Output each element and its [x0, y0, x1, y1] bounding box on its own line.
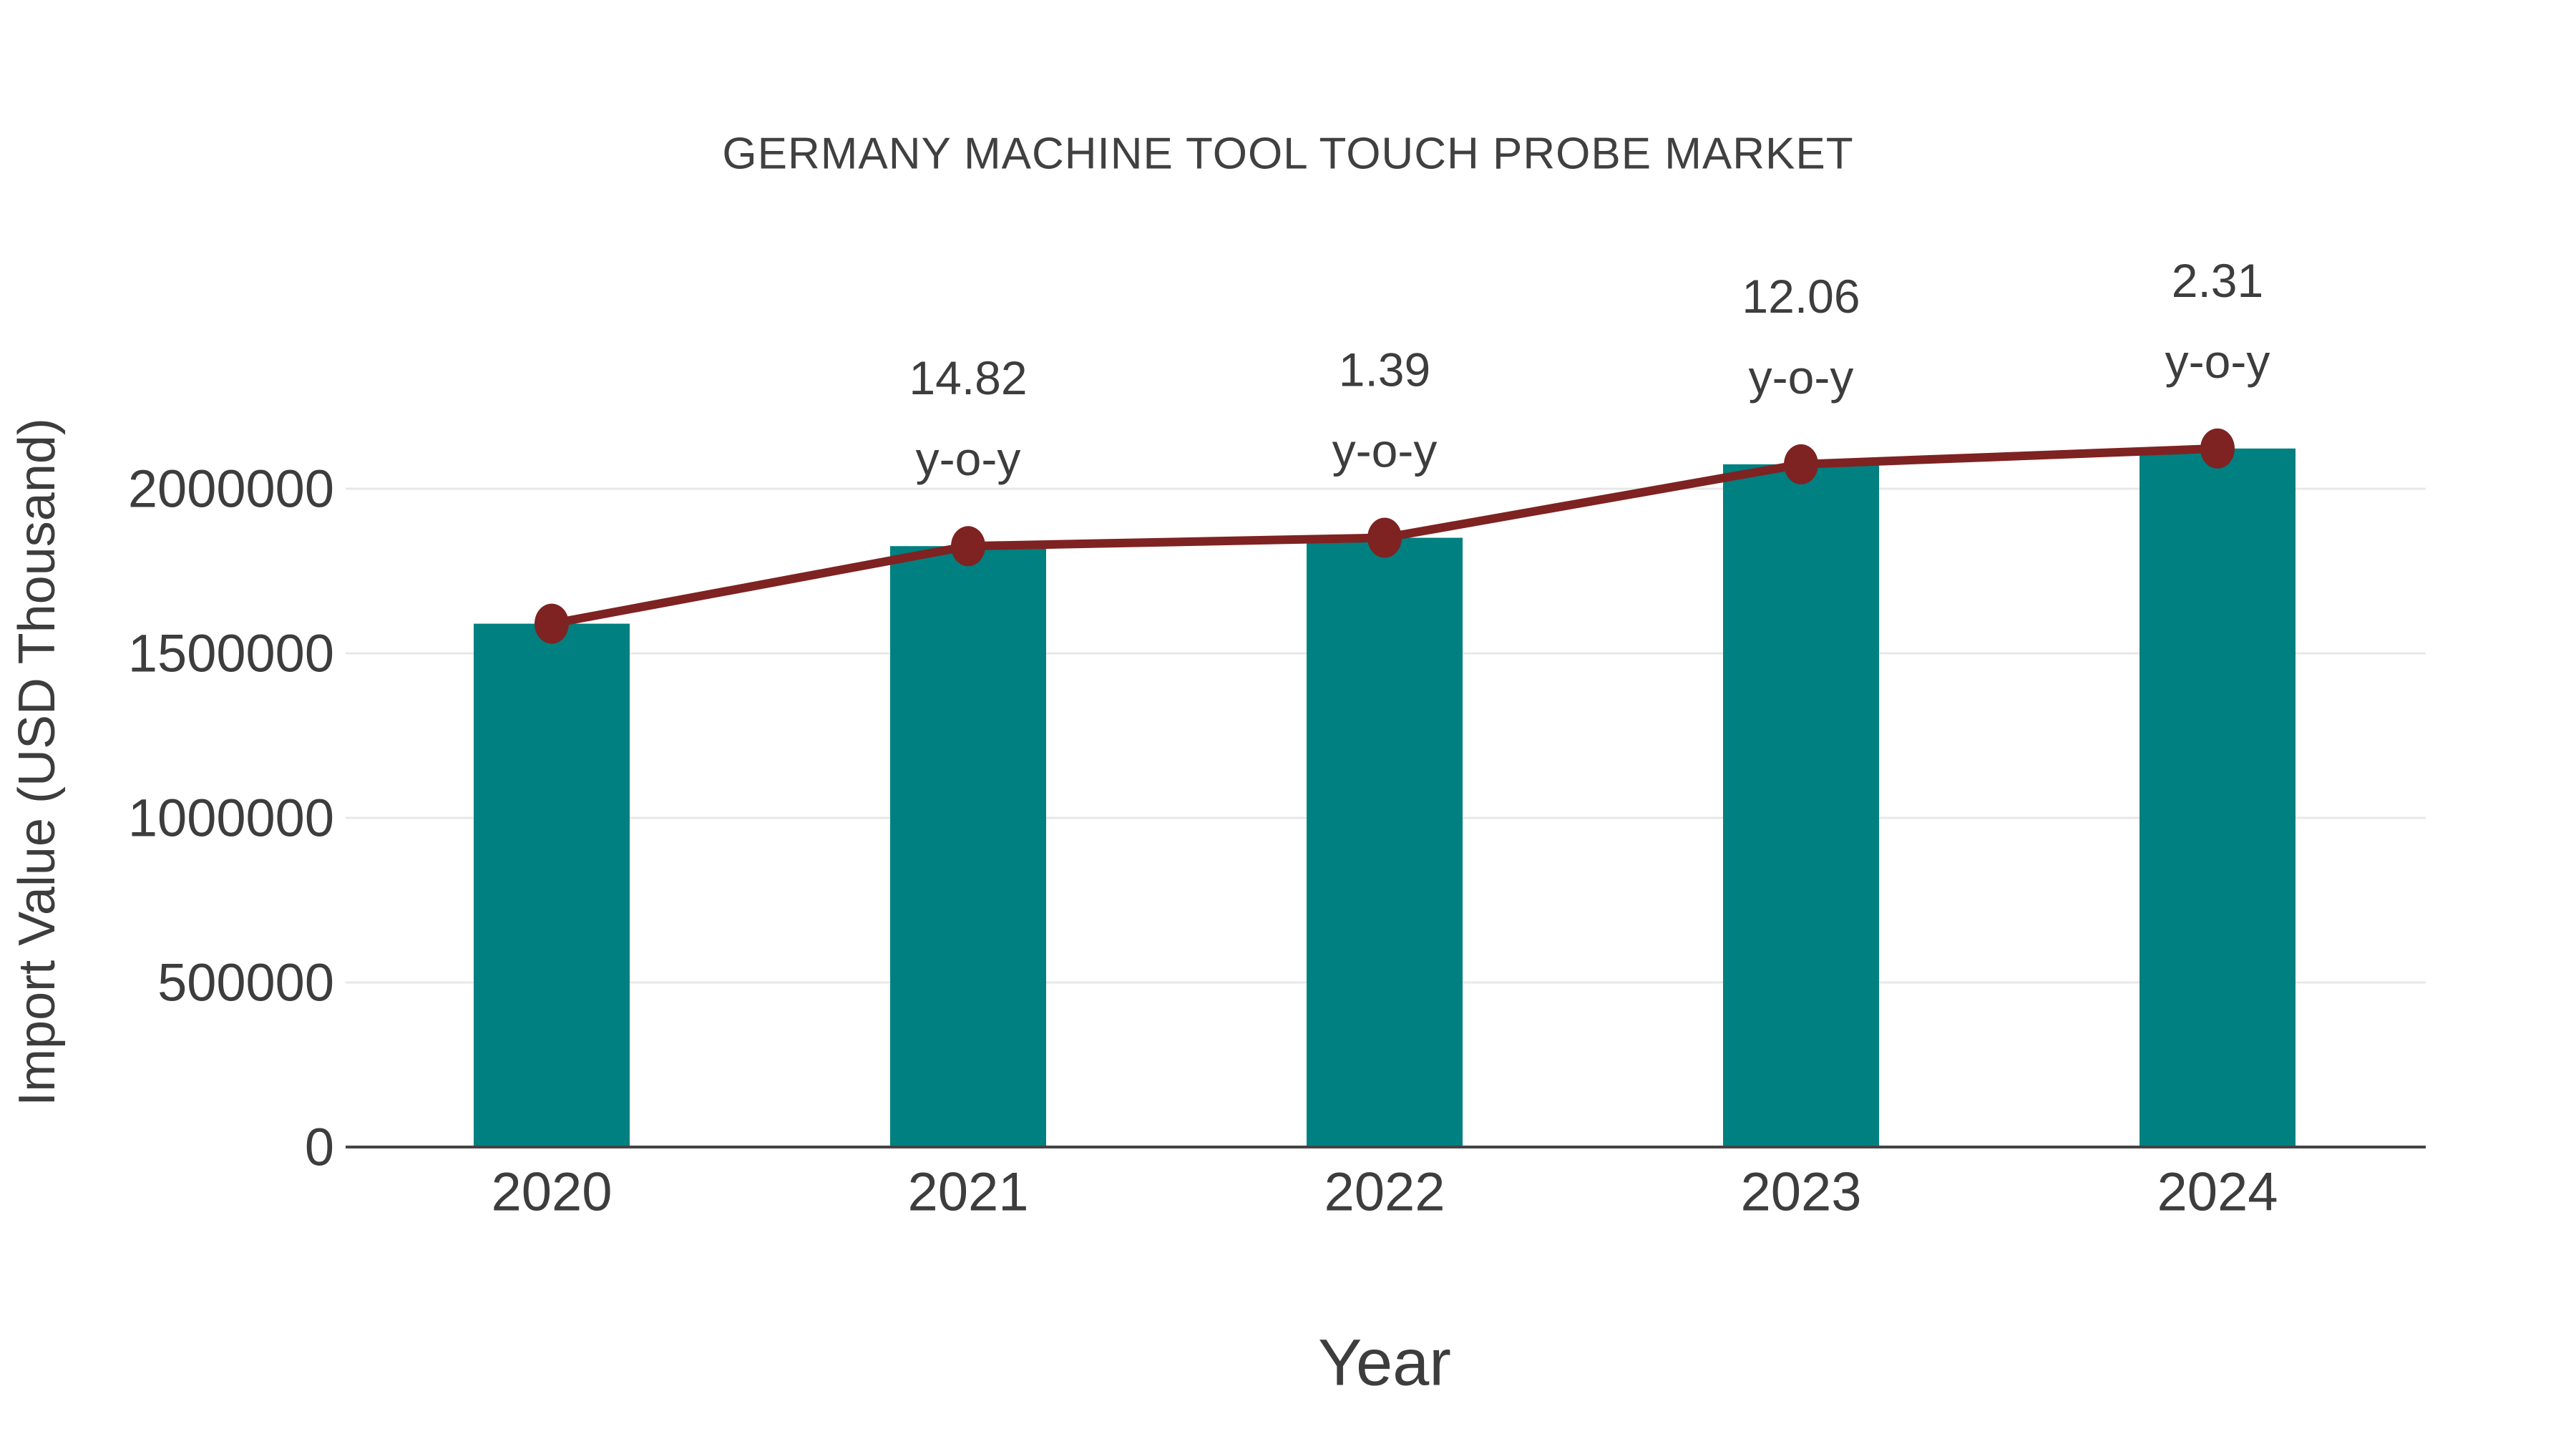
bar-2021: [890, 546, 1046, 1147]
annotation-suffix-2021: y-o-y: [916, 432, 1021, 485]
trend-marker-2022: [1367, 517, 1402, 558]
trend-marker-2020: [535, 603, 569, 644]
y-tick-label-0: 0: [305, 1118, 334, 1177]
x-tick-label-2023: 2023: [1740, 1162, 1861, 1223]
annotation-suffix-2024: y-o-y: [2165, 335, 2270, 388]
y-tick-label-2000000: 2000000: [128, 459, 334, 519]
annotation-value-2024: 2.31: [2172, 254, 2263, 307]
x-axis-title: Year: [1318, 1326, 1451, 1400]
y-tick-label-1500000: 1500000: [128, 624, 334, 683]
trend-marker-2021: [951, 526, 985, 567]
y-tick-label-1000000: 1000000: [128, 789, 334, 848]
annotation-value-2022: 1.39: [1339, 343, 1430, 396]
trend-marker-2023: [1784, 444, 1818, 484]
annotation-value-2023: 12.06: [1742, 270, 1860, 323]
x-tick-label-2022: 2022: [1324, 1162, 1445, 1223]
x-tick-label-2024: 2024: [2157, 1162, 2278, 1223]
bar-2022: [1307, 537, 1463, 1147]
trend-marker-2024: [2200, 428, 2235, 469]
bar-2024: [2140, 448, 2296, 1147]
annotation-suffix-2022: y-o-y: [1332, 424, 1438, 477]
annotation-suffix-2023: y-o-y: [1749, 351, 1854, 404]
chart-title: GERMANY MACHINE TOOL TOUCH PROBE MARKET: [722, 129, 1854, 179]
bar-2023: [1723, 464, 1879, 1147]
x-tick-label-2020: 2020: [491, 1162, 612, 1223]
y-tick-label-500000: 500000: [157, 953, 334, 1013]
x-tick-label-2021: 2021: [907, 1162, 1028, 1223]
annotation-value-2021: 14.82: [909, 351, 1027, 404]
bar-2020: [474, 623, 630, 1147]
